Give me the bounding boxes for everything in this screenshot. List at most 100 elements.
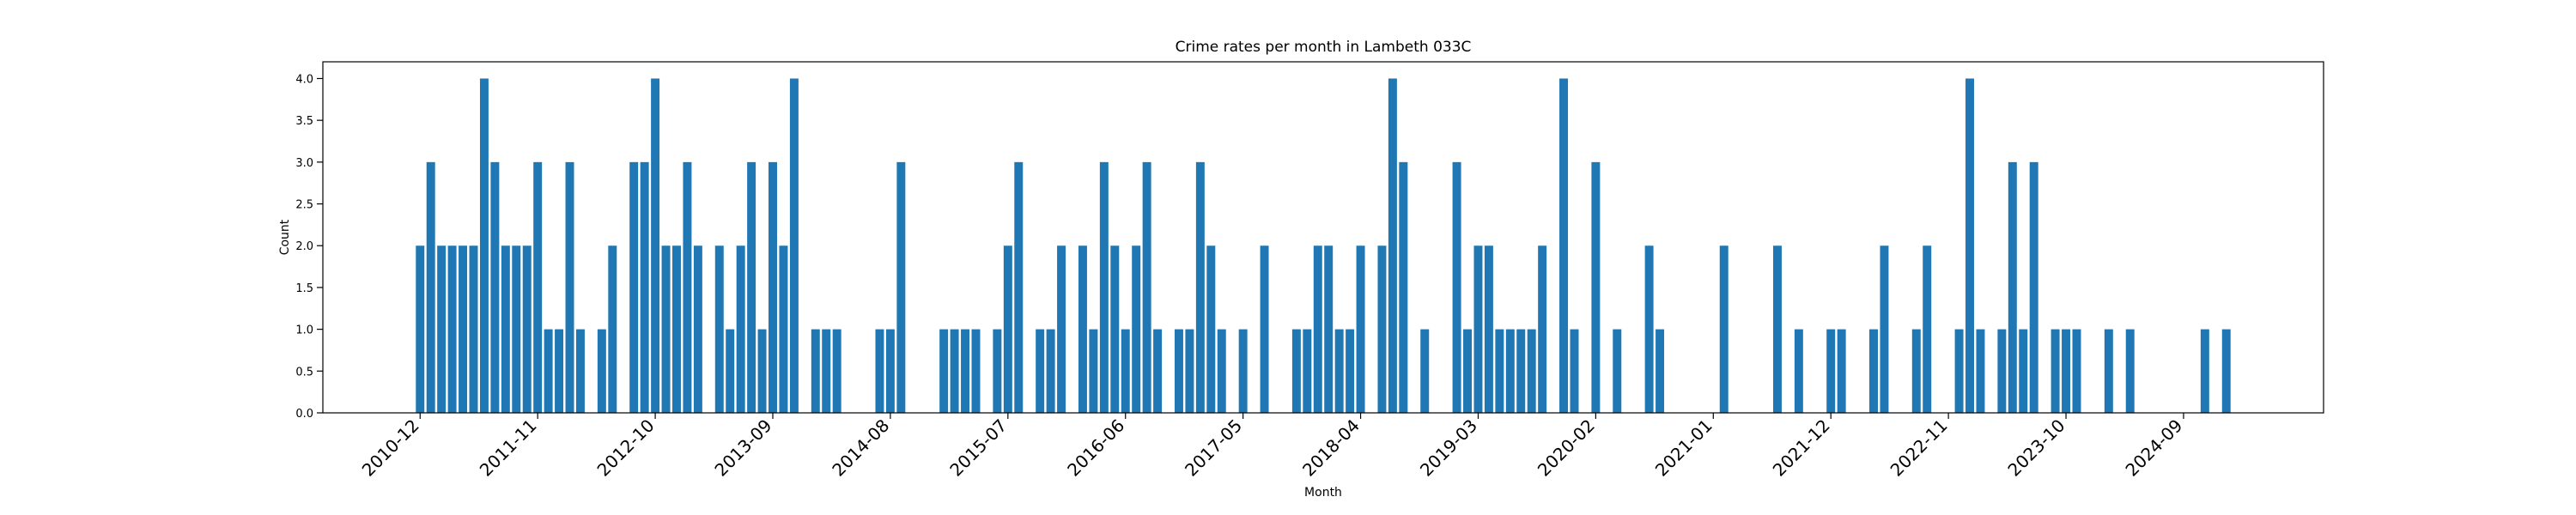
- bar: [939, 329, 949, 413]
- bar: [1346, 329, 1355, 413]
- bar: [1334, 329, 1344, 413]
- bar: [757, 329, 767, 413]
- bar: [437, 245, 447, 413]
- bar: [736, 245, 745, 413]
- y-axis: 0.0 0.5 1.0 1.5 2.0 2.5 3.0 3.5 4.0: [295, 73, 323, 421]
- bar: [993, 329, 1002, 413]
- bar: [1260, 245, 1269, 413]
- chart-title: Crime rates per month in Lambeth 033C: [1176, 39, 1472, 56]
- bar: [1399, 161, 1408, 414]
- bar: [1656, 329, 1665, 413]
- y-tick-label: 3.5: [295, 115, 313, 128]
- bar: [885, 329, 895, 413]
- bar: [640, 161, 649, 414]
- bar: [2200, 329, 2209, 413]
- bar: [1495, 329, 1504, 413]
- bar: [1420, 329, 1430, 413]
- bar: [2062, 329, 2071, 413]
- bar: [950, 329, 959, 413]
- bar: [1463, 329, 1473, 413]
- bar: [1570, 329, 1579, 413]
- bar: [501, 245, 510, 413]
- bar: [1923, 245, 1932, 413]
- bar: [1356, 245, 1365, 413]
- bar: [416, 245, 425, 413]
- bar: [1174, 329, 1183, 413]
- bar: [1837, 329, 1846, 413]
- bar: [1099, 161, 1109, 414]
- bars-group: [416, 78, 2231, 414]
- bar: [447, 245, 457, 413]
- bar: [1976, 329, 1985, 413]
- bar: [2008, 161, 2017, 414]
- bar: [1003, 245, 1012, 413]
- bar: [1869, 329, 1878, 413]
- bar: [747, 161, 756, 414]
- bar: [1057, 245, 1066, 413]
- bar: [789, 78, 799, 413]
- bar: [1046, 329, 1055, 413]
- bar: [565, 161, 574, 414]
- bar: [1452, 161, 1461, 414]
- bar: [1206, 245, 1216, 413]
- bar: [1538, 245, 1547, 413]
- y-tick-label: 4.0: [295, 73, 313, 86]
- bar: [1880, 245, 1889, 413]
- bar: [1324, 245, 1334, 413]
- bar: [1132, 245, 1141, 413]
- bar: [714, 245, 724, 413]
- bar: [608, 245, 617, 413]
- bar: [832, 329, 841, 413]
- bar: [1036, 329, 1045, 413]
- bar: [2221, 329, 2231, 413]
- bar: [1110, 245, 1120, 413]
- bar: [544, 329, 553, 413]
- bar: [555, 329, 564, 413]
- bar: [629, 161, 639, 414]
- bar: [1291, 329, 1301, 413]
- bar: [2072, 329, 2081, 413]
- bar: [1591, 161, 1601, 414]
- bar: [896, 161, 906, 414]
- bar: [672, 245, 681, 413]
- bar: [1527, 329, 1536, 413]
- bar: [1014, 161, 1024, 414]
- bar: [811, 329, 820, 413]
- bar: [1911, 329, 1921, 413]
- bar: [479, 78, 489, 413]
- bar: [1153, 329, 1163, 413]
- bar: [469, 245, 478, 413]
- bar: [661, 245, 671, 413]
- bar: [1484, 245, 1493, 413]
- bar: [1142, 161, 1151, 414]
- bar: [822, 329, 831, 413]
- bar: [1613, 329, 1622, 413]
- bar: [726, 329, 735, 413]
- bar: [1794, 329, 1803, 413]
- bar: [1078, 245, 1087, 413]
- bar: [512, 245, 521, 413]
- bar: [1516, 329, 1526, 413]
- bar: [1121, 329, 1130, 413]
- bar: [533, 161, 543, 414]
- bar: [2104, 329, 2113, 413]
- bar: [1773, 245, 1782, 413]
- bar: [1089, 329, 1098, 413]
- bar: [2029, 161, 2038, 414]
- bar: [1826, 329, 1836, 413]
- bar: [1997, 329, 2007, 413]
- bar: [1388, 78, 1397, 413]
- bar: [1303, 329, 1312, 413]
- y-tick-label: 2.5: [295, 199, 313, 212]
- bar: [1238, 329, 1248, 413]
- bar: [2019, 329, 2028, 413]
- y-tick-label: 1.5: [295, 282, 313, 295]
- bar: [1644, 245, 1654, 413]
- bar: [779, 245, 788, 413]
- y-tick-label: 0.5: [295, 366, 313, 379]
- bar: [1217, 329, 1226, 413]
- bar: [1313, 245, 1322, 413]
- bar: [426, 161, 435, 414]
- bar: [2125, 329, 2135, 413]
